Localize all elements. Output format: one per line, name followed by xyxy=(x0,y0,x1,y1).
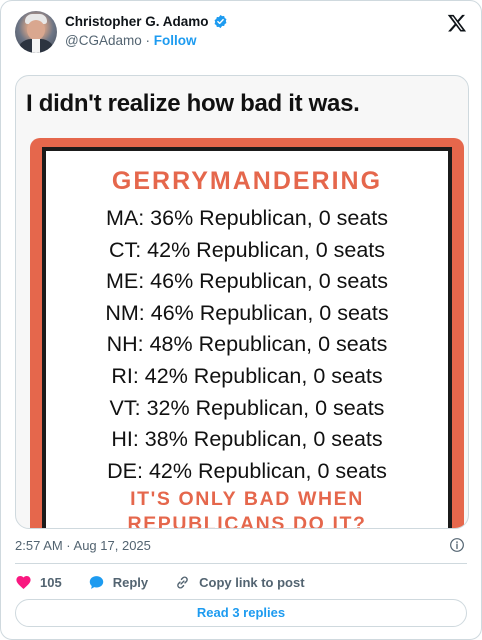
state-row: RI: 42% Republican, 0 seats xyxy=(111,363,383,388)
post-timestamp[interactable]: 2:57 AM · Aug 17, 2025 xyxy=(15,538,151,553)
poster-slogan: IT'S ONLY BAD WHEN REPUBLICANS DO IT? xyxy=(46,487,448,529)
reply-label: Reply xyxy=(112,574,149,590)
state-row: ME: 46% Republican, 0 seats xyxy=(105,269,389,294)
like-button[interactable]: 105 xyxy=(15,574,62,591)
copy-link-button[interactable]: Copy link to post xyxy=(174,574,305,591)
follow-link[interactable]: Follow xyxy=(153,33,197,48)
state-row: DE: 42% Republican, 0 seats xyxy=(107,458,387,483)
verified-badge-icon xyxy=(214,14,226,29)
reply-button[interactable]: Reply xyxy=(88,574,148,591)
state-row: HI: 38% Republican, 0 seats xyxy=(111,427,383,452)
copy-link-label: Copy link to post xyxy=(199,574,305,590)
author-handle[interactable]: @CGAdamo xyxy=(65,33,142,48)
poster-panel: GERRYMANDERING MA: 36% Republican, 0 sea… xyxy=(42,147,452,529)
info-icon[interactable] xyxy=(449,537,465,553)
link-icon xyxy=(177,576,188,588)
author-name[interactable]: Christopher G. Adamo xyxy=(65,14,209,29)
author-handle-row: @CGAdamo · Follow xyxy=(65,33,197,48)
action-bar: 105 Reply Copy link to post xyxy=(15,573,467,591)
handle-separator: · xyxy=(145,33,151,48)
author-name-row: Christopher G. Adamo xyxy=(65,14,228,29)
heart-icon xyxy=(16,575,31,589)
post-meta: 2:57 AM · Aug 17, 2025 xyxy=(15,537,467,555)
state-row: NH: 48% Republican, 0 seats xyxy=(106,332,388,357)
post-header: Christopher G. Adamo @CGAdamo · Follow xyxy=(15,11,467,55)
author-avatar[interactable] xyxy=(15,11,57,53)
read-replies-button[interactable]: Read 3 replies xyxy=(15,599,467,627)
poster-title: GERRYMANDERING xyxy=(111,167,383,195)
post-image[interactable]: I didn't realize how bad it was. GERRYMA… xyxy=(15,75,469,529)
slogan-line-1: IT'S ONLY BAD WHEN xyxy=(130,488,364,510)
state-row: CT: 42% Republican, 0 seats xyxy=(108,237,386,262)
x-logo-icon[interactable] xyxy=(447,13,467,33)
like-count: 105 xyxy=(40,574,62,590)
image-headline: I didn't realize how bad it was. xyxy=(26,90,360,117)
state-row: VT: 32% Republican, 0 seats xyxy=(109,395,385,420)
state-row: NM: 46% Republican, 0 seats xyxy=(105,300,389,325)
state-rows: MA: 36% Republican, 0 seats CT: 42% Repu… xyxy=(46,203,448,487)
reply-bubble-icon xyxy=(89,575,103,589)
gerrymandering-poster: GERRYMANDERING MA: 36% Republican, 0 sea… xyxy=(30,138,464,529)
divider xyxy=(15,563,467,564)
state-row: MA: 36% Republican, 0 seats xyxy=(105,206,389,230)
slogan-line-2: REPUBLICANS DO IT? xyxy=(127,513,367,529)
